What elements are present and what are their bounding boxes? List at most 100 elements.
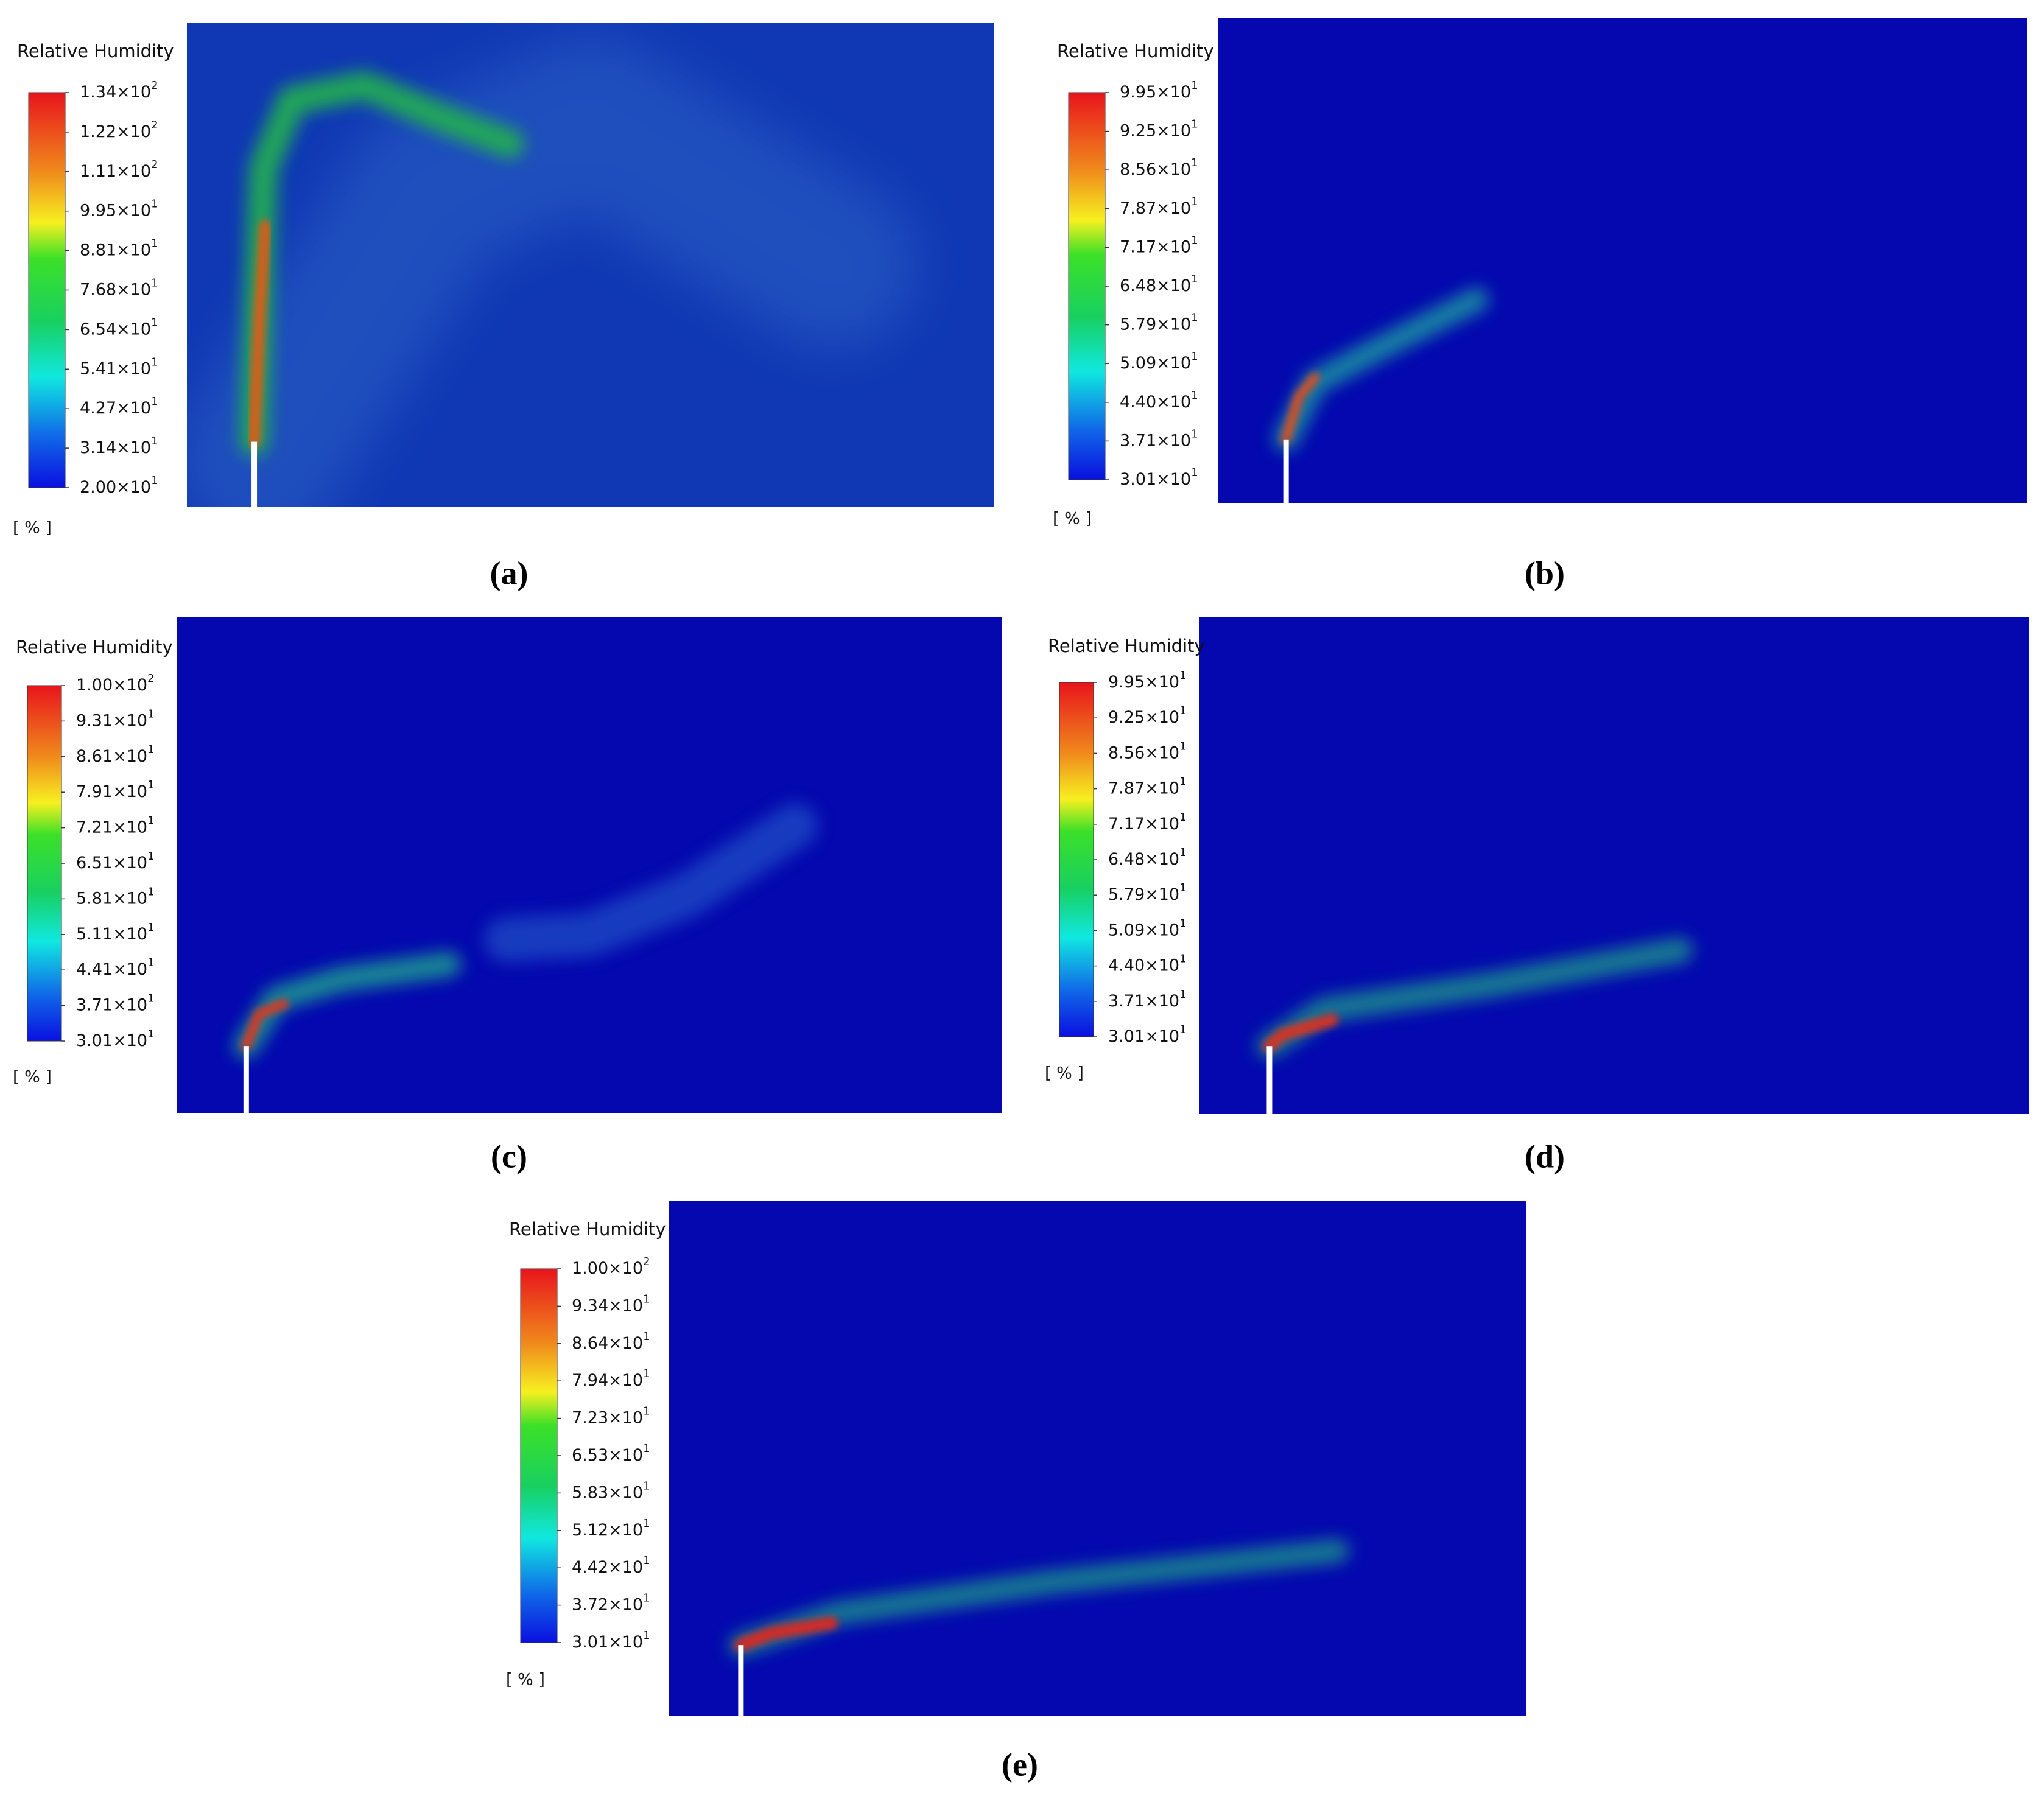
mantissa: 9.31×10 [76, 711, 147, 730]
mantissa: 7.68×10 [80, 280, 151, 299]
stack [1283, 439, 1289, 503]
mantissa: 4.42×10 [572, 1558, 643, 1577]
exponent: 1 [147, 956, 154, 969]
mantissa: 6.48×10 [1108, 850, 1179, 869]
mantissa: 4.41×10 [76, 960, 147, 979]
panel: Relative Humidity9.95×1019.25×1018.56×10… [1045, 617, 2029, 1174]
mantissa: 1.11×10 [80, 161, 151, 180]
mantissa: 3.14×10 [80, 438, 151, 457]
legend-title: Relative Humidity [1048, 636, 1205, 656]
mantissa: 3.72×10 [572, 1595, 643, 1614]
exponent: 1 [151, 316, 158, 329]
colorbar-label: 2.00×101 [80, 474, 158, 497]
colorbar-label: 5.83×101 [572, 1479, 650, 1502]
mantissa: 6.48×10 [1120, 276, 1191, 295]
exponent: 1 [147, 779, 154, 791]
colorbar-label: 8.61×101 [76, 743, 155, 766]
plume [1280, 372, 1320, 444]
caption: (b) [1525, 555, 1565, 591]
colorbar-label: 9.25×101 [1108, 704, 1187, 727]
colorbar-label: 4.41×101 [76, 956, 155, 979]
colorbar-label: 9.31×101 [76, 707, 155, 730]
colorbar-label: 1.22×102 [80, 119, 158, 141]
mantissa: 5.81×10 [76, 889, 147, 908]
mantissa: 7.91×10 [76, 782, 147, 801]
colorbar-label: 1.11×102 [80, 158, 158, 181]
mantissa: 1.22×10 [80, 122, 151, 141]
colorbar-label: 5.12×101 [572, 1517, 650, 1540]
unit: [ % ] [1045, 1064, 1084, 1083]
plume [484, 803, 818, 962]
mantissa: 9.95×10 [1120, 83, 1191, 102]
exponent: 1 [643, 1293, 650, 1305]
unit: [ % ] [506, 1671, 545, 1689]
exponent: 1 [151, 277, 158, 290]
unit: [ % ] [1053, 510, 1092, 528]
panel: Relative Humidity1.00×1029.31×1018.61×10… [13, 617, 1002, 1174]
exponent: 1 [1179, 953, 1186, 966]
domain-background [177, 617, 1002, 1113]
mantissa: 7.23×10 [572, 1408, 643, 1427]
stack [738, 1645, 744, 1716]
mantissa: 4.27×10 [80, 399, 151, 418]
caption: (d) [1525, 1138, 1565, 1174]
colorbar-label: 7.17×101 [1108, 811, 1187, 833]
contour-plot [669, 1201, 1526, 1716]
mantissa: 9.95×10 [80, 201, 151, 220]
colorbar-label: 3.01×101 [1108, 1023, 1187, 1046]
colorbar-label: 3.14×101 [80, 435, 158, 457]
mantissa: 5.79×10 [1108, 885, 1179, 904]
colorbar-label: 7.68×101 [80, 277, 158, 300]
colorbar [520, 1268, 558, 1643]
exponent: 1 [1191, 389, 1198, 402]
mantissa: 7.21×10 [76, 818, 147, 837]
exponent: 1 [151, 474, 158, 487]
exponent: 1 [643, 1367, 650, 1380]
mantissa: 5.79×10 [1120, 315, 1191, 334]
contour-plot [177, 617, 1002, 1113]
caption: (c) [491, 1138, 527, 1174]
exponent: 1 [1191, 350, 1198, 363]
exponent: 1 [643, 1629, 650, 1642]
colorbar-label: 5.79×101 [1108, 882, 1187, 904]
colorbar-label: 7.23×101 [572, 1405, 650, 1428]
colorbar-label: 5.81×101 [76, 885, 155, 908]
exponent: 2 [151, 158, 158, 171]
colorbar-label: 7.94×101 [572, 1367, 650, 1390]
colorbar-label: 6.54×101 [80, 316, 158, 339]
colorbar-label: 3.71×101 [1108, 988, 1187, 1011]
colorbar-label: 9.95×101 [1108, 669, 1187, 692]
colorbar-label: 9.34×101 [572, 1293, 650, 1315]
plume [1273, 287, 1489, 452]
exponent: 1 [151, 395, 158, 408]
plume [248, 220, 272, 448]
colorbar-label: 4.42×101 [572, 1554, 650, 1577]
colorbar-label: 6.48×101 [1120, 273, 1198, 295]
exponent: 1 [147, 885, 154, 898]
plume [734, 1616, 838, 1652]
exponent: 1 [1191, 427, 1198, 440]
stack [243, 1046, 249, 1113]
colorbar-label: 4.40×101 [1120, 389, 1198, 412]
colorbar-label: 8.64×101 [572, 1330, 650, 1353]
mantissa: 9.34×10 [572, 1296, 643, 1315]
exponent: 1 [1191, 312, 1198, 324]
mantissa: 5.41×10 [80, 359, 151, 378]
colorbar-label: 5.09×101 [1120, 350, 1198, 373]
exponent: 1 [1179, 740, 1186, 752]
contour-plot [187, 23, 994, 507]
mantissa: 6.53×10 [572, 1446, 643, 1465]
colorbar-label: 4.27×101 [80, 395, 158, 418]
stack [1266, 1046, 1273, 1114]
mantissa: 7.87×10 [1120, 198, 1191, 217]
exponent: 1 [147, 1028, 154, 1040]
exponent: 1 [147, 707, 154, 720]
exponent: 1 [1179, 669, 1186, 682]
domain-background [1218, 18, 2027, 503]
mantissa: 5.83×10 [572, 1483, 643, 1502]
panel: Relative Humidity1.00×1029.34×1018.64×10… [506, 1201, 1526, 1783]
colorbar-label: 7.87×101 [1108, 776, 1187, 798]
mantissa: 4.40×10 [1108, 956, 1179, 975]
exponent: 1 [1191, 195, 1198, 208]
